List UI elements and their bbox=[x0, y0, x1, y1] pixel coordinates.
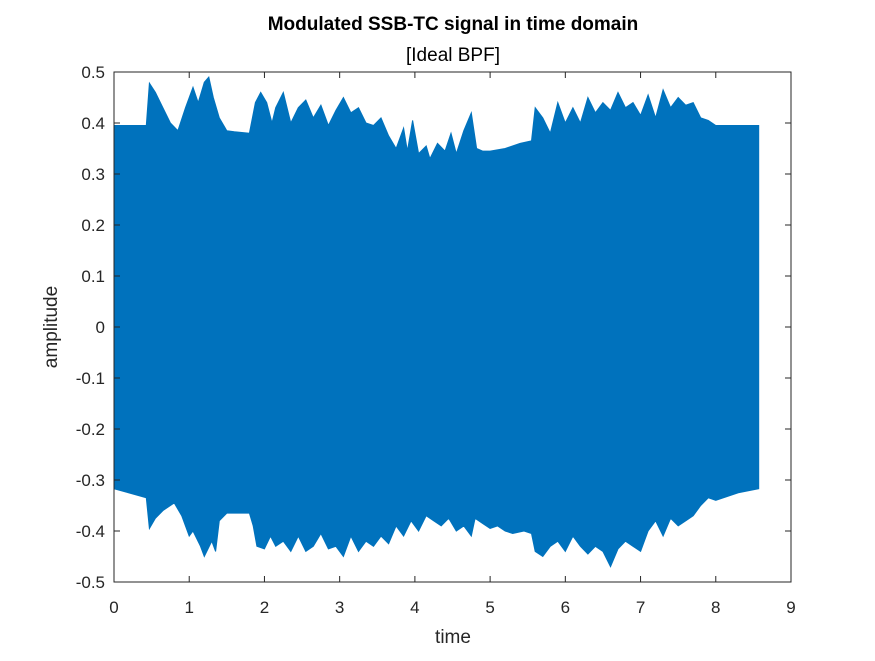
y-tick-label: 0.4 bbox=[81, 114, 105, 133]
signal-layer bbox=[113, 76, 760, 568]
y-axis-label: amplitude bbox=[41, 286, 62, 368]
x-tick-label: 3 bbox=[335, 598, 344, 617]
y-tick-label: -0.4 bbox=[76, 522, 105, 541]
x-tick-label: 4 bbox=[410, 598, 419, 617]
y-tick-label: 0.2 bbox=[81, 216, 105, 235]
y-tick-label: 0.3 bbox=[81, 165, 105, 184]
y-tick-label: -0.2 bbox=[76, 420, 105, 439]
x-tick-label: 0 bbox=[109, 598, 118, 617]
y-tick-label: -0.3 bbox=[76, 471, 105, 490]
chart-title: Modulated SSB-TC signal in time domain bbox=[268, 14, 639, 35]
y-tick-label: -0.5 bbox=[76, 573, 105, 592]
y-axis-ticks: 0.5 0.4 0.3 0.2 0.1 0 -0.1 -0.2 -0.3 -0.4 -0.5 bbox=[76, 63, 791, 592]
y-tick-label: 0.5 bbox=[81, 63, 105, 82]
x-axis-ticks: 0 1 2 3 4 5 6 7 8 9 bbox=[109, 72, 796, 617]
signal-waveform bbox=[113, 76, 760, 568]
y-tick-label: 0.1 bbox=[81, 267, 105, 286]
x-tick-label: 2 bbox=[260, 598, 269, 617]
x-tick-label: 8 bbox=[711, 598, 720, 617]
x-tick-label: 6 bbox=[561, 598, 570, 617]
x-tick-label: 9 bbox=[786, 598, 795, 617]
x-tick-label: 1 bbox=[184, 598, 193, 617]
x-axis-label: time bbox=[435, 627, 471, 648]
y-tick-label: 0 bbox=[96, 318, 105, 337]
x-tick-label: 5 bbox=[485, 598, 494, 617]
x-tick-label: 7 bbox=[636, 598, 645, 617]
y-tick-label: -0.1 bbox=[76, 369, 105, 388]
chart-subtitle: [Ideal BPF] bbox=[406, 45, 500, 66]
